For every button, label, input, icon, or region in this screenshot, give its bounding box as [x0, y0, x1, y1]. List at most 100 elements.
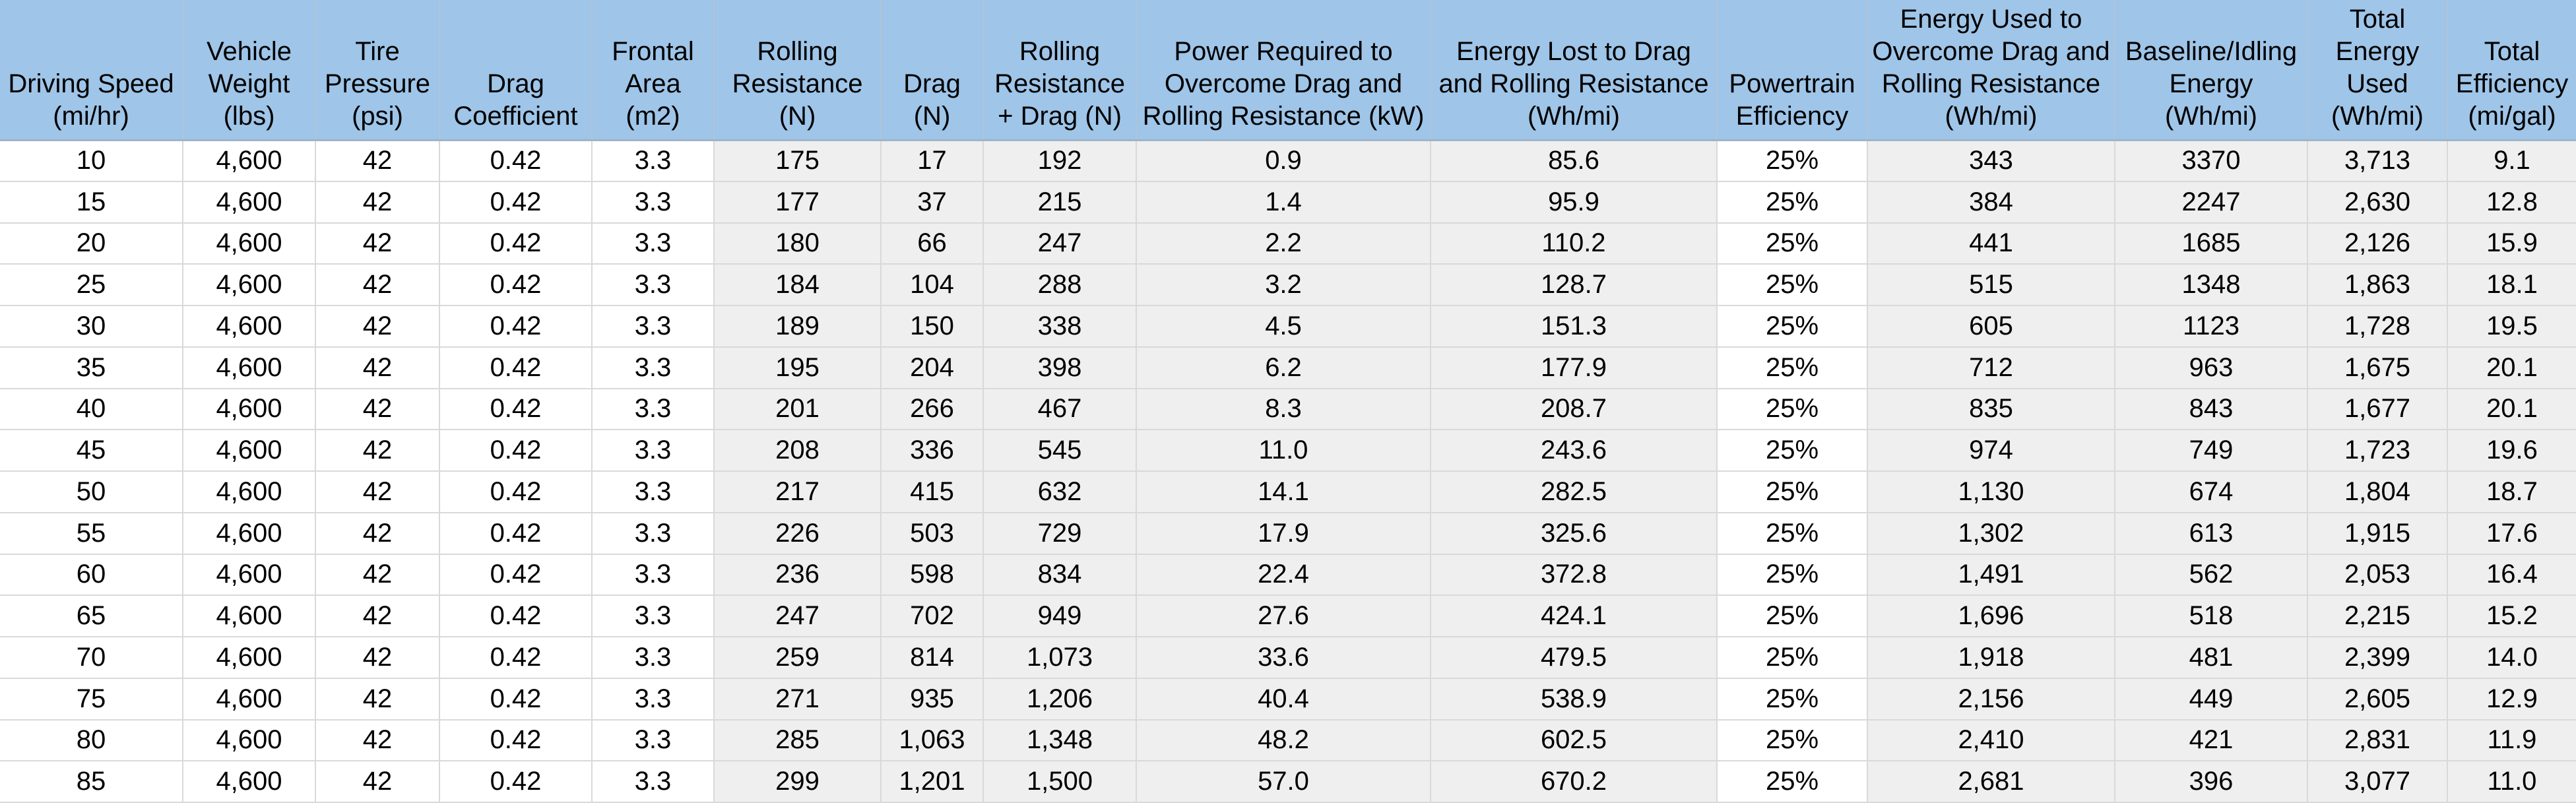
- column-header[interactable]: Energy Lost to Drag and Rolling Resistan…: [1431, 0, 1718, 141]
- column-header[interactable]: Rolling Resistance (N): [714, 0, 882, 141]
- cell[interactable]: 729: [982, 511, 1137, 555]
- column-header[interactable]: Drag Coefficient: [439, 0, 593, 141]
- cell[interactable]: 4,600: [182, 511, 316, 555]
- cell[interactable]: 674: [2114, 470, 2308, 513]
- cell[interactable]: 42: [315, 511, 440, 555]
- cell[interactable]: 0.42: [439, 387, 593, 431]
- cell[interactable]: 42: [315, 470, 440, 513]
- cell[interactable]: 42: [315, 594, 440, 637]
- cell[interactable]: 518: [2114, 594, 2308, 637]
- cell[interactable]: 17: [880, 139, 984, 182]
- cell[interactable]: 0.42: [439, 594, 593, 637]
- cell[interactable]: 481: [2114, 636, 2308, 679]
- cell[interactable]: 974: [1867, 429, 2115, 472]
- cell[interactable]: 25%: [1716, 719, 1868, 762]
- cell[interactable]: 415: [880, 470, 984, 513]
- cell[interactable]: 150: [880, 305, 984, 348]
- cell[interactable]: 0.42: [439, 553, 593, 596]
- cell[interactable]: 16.4: [2447, 553, 2576, 596]
- cell[interactable]: 1,302: [1867, 511, 2115, 555]
- cell[interactable]: 22.4: [1136, 553, 1431, 596]
- cell[interactable]: 2.2: [1136, 222, 1431, 265]
- cell[interactable]: 949: [982, 594, 1137, 637]
- cell[interactable]: 208: [713, 429, 882, 472]
- cell[interactable]: 15: [0, 180, 183, 224]
- cell[interactable]: 598: [880, 553, 984, 596]
- cell[interactable]: 110.2: [1430, 222, 1718, 265]
- cell[interactable]: 613: [2114, 511, 2308, 555]
- cell[interactable]: 4.5: [1136, 305, 1431, 348]
- cell[interactable]: 288: [982, 263, 1137, 306]
- cell[interactable]: 192: [982, 139, 1137, 182]
- cell[interactable]: 10: [0, 139, 183, 182]
- cell[interactable]: 80: [0, 719, 183, 762]
- cell[interactable]: 25%: [1716, 263, 1868, 306]
- cell[interactable]: 25%: [1716, 594, 1868, 637]
- cell[interactable]: 4,600: [182, 139, 316, 182]
- cell[interactable]: 3.3: [591, 429, 715, 472]
- cell[interactable]: 128.7: [1430, 263, 1718, 306]
- cell[interactable]: 1,206: [982, 677, 1137, 721]
- cell[interactable]: 4,600: [182, 346, 316, 389]
- cell[interactable]: 1,918: [1867, 636, 2115, 679]
- cell[interactable]: 0.42: [439, 719, 593, 762]
- cell[interactable]: 17.6: [2447, 511, 2576, 555]
- cell[interactable]: 8.3: [1136, 387, 1431, 431]
- cell[interactable]: 963: [2114, 346, 2308, 389]
- cell[interactable]: 40: [0, 387, 183, 431]
- cell[interactable]: 1,201: [880, 760, 984, 803]
- cell[interactable]: 0.42: [439, 180, 593, 224]
- cell[interactable]: 538.9: [1430, 677, 1718, 721]
- cell[interactable]: 25%: [1716, 305, 1868, 348]
- cell[interactable]: 30: [0, 305, 183, 348]
- cell[interactable]: 3.3: [591, 470, 715, 513]
- cell[interactable]: 42: [315, 387, 440, 431]
- cell[interactable]: 4,600: [182, 263, 316, 306]
- cell[interactable]: 9.1: [2447, 139, 2576, 182]
- cell[interactable]: 243.6: [1430, 429, 1718, 472]
- cell[interactable]: 20.1: [2447, 346, 2576, 389]
- cell[interactable]: 3.3: [591, 263, 715, 306]
- cell[interactable]: 2,156: [1867, 677, 2115, 721]
- cell[interactable]: 1,728: [2307, 305, 2448, 348]
- cell[interactable]: 11.9: [2447, 719, 2576, 762]
- cell[interactable]: 177: [713, 180, 882, 224]
- cell[interactable]: 4,600: [182, 594, 316, 637]
- cell[interactable]: 42: [315, 677, 440, 721]
- cell[interactable]: 14.0: [2447, 636, 2576, 679]
- cell[interactable]: 1,915: [2307, 511, 2448, 555]
- cell[interactable]: 479.5: [1430, 636, 1718, 679]
- cell[interactable]: 208.7: [1430, 387, 1718, 431]
- cell[interactable]: 27.6: [1136, 594, 1431, 637]
- cell[interactable]: 19.6: [2447, 429, 2576, 472]
- cell[interactable]: 55: [0, 511, 183, 555]
- cell[interactable]: 201: [713, 387, 882, 431]
- cell[interactable]: 60: [0, 553, 183, 596]
- cell[interactable]: 4,600: [182, 677, 316, 721]
- cell[interactable]: 6.2: [1136, 346, 1431, 389]
- cell[interactable]: 2,831: [2307, 719, 2448, 762]
- cell[interactable]: 3.3: [591, 305, 715, 348]
- cell[interactable]: 259: [713, 636, 882, 679]
- cell[interactable]: 605: [1867, 305, 2115, 348]
- cell[interactable]: 749: [2114, 429, 2308, 472]
- cell[interactable]: 3.3: [591, 677, 715, 721]
- column-header[interactable]: Tire Pressure (psi): [315, 0, 440, 141]
- cell[interactable]: 2,681: [1867, 760, 2115, 803]
- cell[interactable]: 421: [2114, 719, 2308, 762]
- cell[interactable]: 2,215: [2307, 594, 2448, 637]
- cell[interactable]: 2,605: [2307, 677, 2448, 721]
- cell[interactable]: 384: [1867, 180, 2115, 224]
- cell[interactable]: 17.9: [1136, 511, 1431, 555]
- cell[interactable]: 3.3: [591, 387, 715, 431]
- cell[interactable]: 48.2: [1136, 719, 1431, 762]
- cell[interactable]: 25%: [1716, 553, 1868, 596]
- cell[interactable]: 226: [713, 511, 882, 555]
- cell[interactable]: 25%: [1716, 636, 1868, 679]
- cell[interactable]: 12.8: [2447, 180, 2576, 224]
- cell[interactable]: 0.42: [439, 346, 593, 389]
- cell[interactable]: 20.1: [2447, 387, 2576, 431]
- cell[interactable]: 3.3: [591, 139, 715, 182]
- cell[interactable]: 42: [315, 222, 440, 265]
- cell[interactable]: 3.3: [591, 222, 715, 265]
